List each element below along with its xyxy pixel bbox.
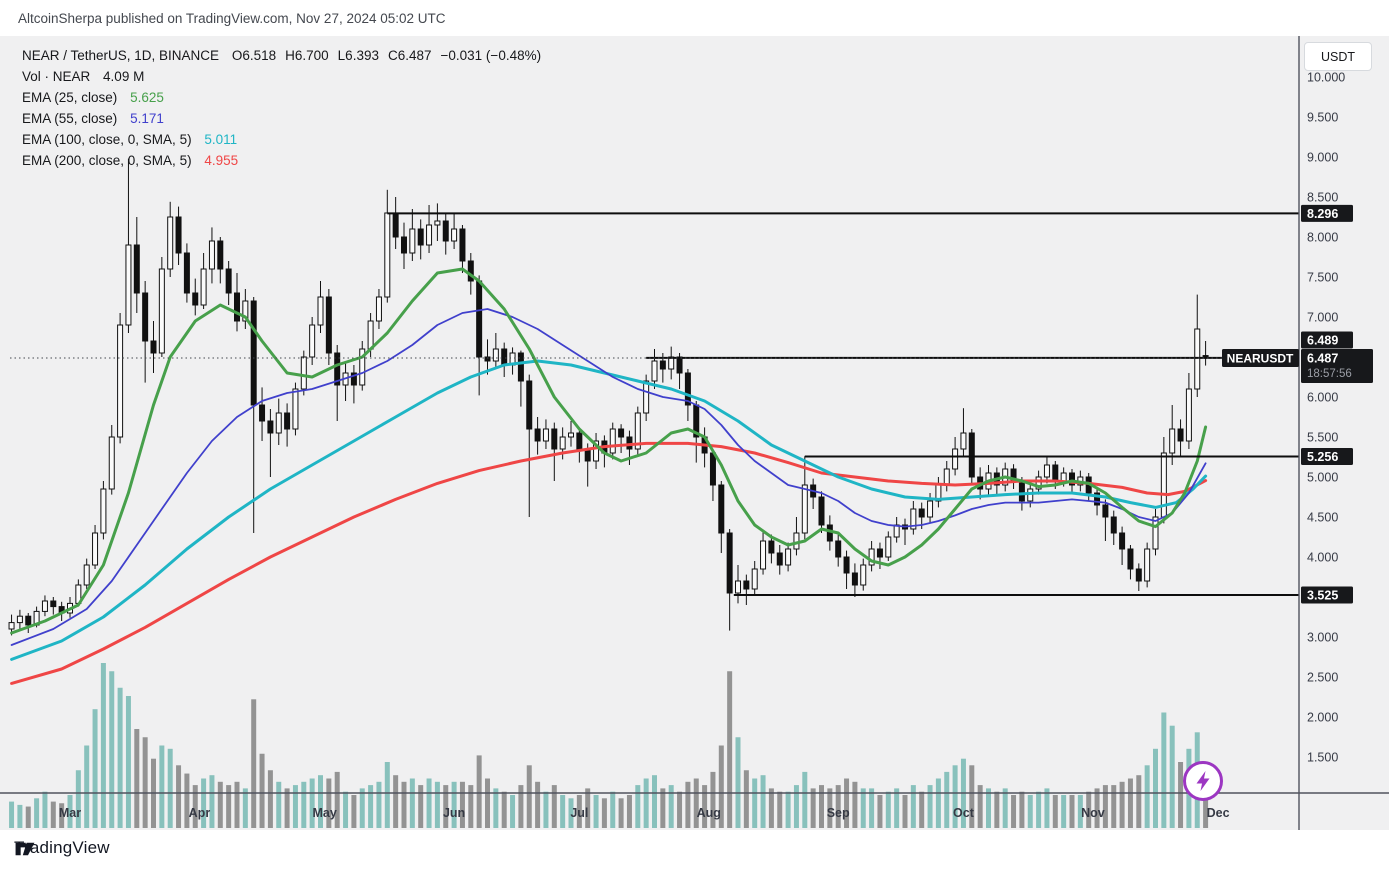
lightning-bolt-icon (1196, 771, 1210, 791)
svg-text:Dec: Dec (1207, 806, 1230, 820)
svg-text:Nov: Nov (1081, 806, 1105, 820)
volume-value: 4.09 M (103, 69, 145, 84)
footer-bar: TradingView (0, 830, 1389, 875)
svg-text:5.000: 5.000 (1307, 471, 1338, 485)
low-value: L6.393 (337, 48, 379, 63)
price-chart-canvas[interactable]: 10.000 9.500 9.000 8.500 8.000 7.500 7.000 6.00… (0, 36, 1389, 830)
svg-text:6.487: 6.487 (1307, 352, 1338, 366)
svg-text:10.000: 10.000 (1307, 71, 1345, 85)
currency-toggle-button[interactable]: USDT (1304, 42, 1372, 71)
svg-text:6.000: 6.000 (1307, 391, 1338, 405)
svg-text:Oct: Oct (953, 806, 975, 820)
svg-text:7.000: 7.000 (1307, 311, 1338, 325)
svg-text:2.500: 2.500 (1307, 671, 1338, 685)
svg-text:6.489: 6.489 (1307, 334, 1338, 348)
tradingview-logo-text: TradingView (14, 838, 110, 857)
svg-text:4.000: 4.000 (1307, 551, 1338, 565)
chart-legend: NEAR / TetherUS, 1D, BINANCE O6.518 H6.70… (22, 45, 550, 171)
tradingview-logo[interactable]: TradingView (14, 838, 110, 858)
svg-text:7.500: 7.500 (1307, 271, 1338, 285)
ema55-label: EMA (55, close) (22, 111, 118, 126)
svg-text:8.000: 8.000 (1307, 231, 1338, 245)
svg-text:4.500: 4.500 (1307, 511, 1338, 525)
tradingview-logo-icon (15, 842, 35, 856)
ema200-row[interactable]: EMA (200, close, 0, SMA, 5) 4.955 (22, 150, 550, 171)
ohlc-values: O6.518 H6.700 L6.393 C6.487 −0.031 (−0.48%) (232, 48, 550, 63)
ema100-value: 5.011 (204, 132, 238, 147)
change-value: −0.031 (−0.48%) (440, 48, 542, 63)
svg-text:Aug: Aug (697, 806, 721, 820)
svg-text:1.500: 1.500 (1307, 751, 1338, 765)
price-axis-labels[interactable]: 10.000 9.500 9.000 8.500 8.000 7.500 7.000 6.00… (1307, 71, 1345, 765)
volume-row[interactable]: Vol · NEAR 4.09 M (22, 66, 550, 87)
ema-line-ema-25[interactable] (10, 267, 1208, 635)
open-value: O6.518 (231, 48, 277, 63)
nearusdt-label[interactable]: NEARUSDT (1222, 349, 1299, 368)
svg-text:8.500: 8.500 (1307, 191, 1338, 205)
svg-text:May: May (313, 806, 337, 820)
svg-text:18:57:56: 18:57:56 (1307, 368, 1352, 380)
candlestick-series[interactable] (8, 158, 1209, 636)
ema25-row[interactable]: EMA (25, close) 5.625 (22, 87, 550, 108)
ema55-row[interactable]: EMA (55, close) 5.171 (22, 108, 550, 129)
svg-text:9.000: 9.000 (1307, 151, 1338, 165)
svg-text:Apr: Apr (189, 806, 211, 820)
svg-text:Sep: Sep (827, 806, 850, 820)
svg-text:5.500: 5.500 (1307, 431, 1338, 445)
ema200-label: EMA (200, close, 0, SMA, 5) (22, 153, 192, 168)
attribution-text: AltcoinSherpa published on TradingView.c… (18, 11, 446, 26)
chart-area[interactable]: 10.000 9.500 9.000 8.500 8.000 7.500 7.000 6.00… (0, 36, 1389, 830)
symbol-title[interactable]: NEAR / TetherUS, 1D, BINANCE (22, 48, 220, 63)
svg-text:8.296: 8.296 (1307, 207, 1338, 221)
svg-text:Jul: Jul (570, 806, 588, 820)
time-axis-labels[interactable]: Mar Apr May Jun Jul Aug Sep Oct Nov Dec (59, 806, 1230, 820)
ema200-value: 4.955 (204, 153, 239, 168)
svg-text:9.500: 9.500 (1307, 111, 1338, 125)
svg-text:Mar: Mar (59, 806, 81, 820)
ema100-row[interactable]: EMA (100, close, 0, SMA, 5) 5.011 (22, 129, 550, 150)
ideas-stream-button[interactable] (1181, 759, 1225, 803)
ema-line-ema-100-sma-5[interactable] (10, 359, 1208, 661)
volume-label: Vol · NEAR (22, 69, 91, 84)
close-value: C6.487 (387, 48, 432, 63)
svg-text:Jun: Jun (443, 806, 465, 820)
ema25-value: 5.625 (130, 90, 164, 105)
symbol-row[interactable]: NEAR / TetherUS, 1D, BINANCE O6.518 H6.70… (22, 45, 550, 66)
svg-text:5.256: 5.256 (1307, 450, 1338, 464)
ema-line-ema-55[interactable] (10, 308, 1207, 646)
attribution-bar: AltcoinSherpa published on TradingView.c… (0, 0, 1389, 36)
high-value: H6.700 (285, 48, 329, 63)
ema-lines (10, 267, 1208, 685)
svg-text:3.000: 3.000 (1307, 631, 1338, 645)
ema25-label: EMA (25, close) (22, 90, 118, 105)
ema55-value: 5.171 (130, 111, 164, 126)
svg-text:2.000: 2.000 (1307, 711, 1338, 725)
svg-text:NEARUSDT: NEARUSDT (1227, 352, 1294, 366)
svg-text:3.525: 3.525 (1307, 589, 1338, 603)
ema100-label: EMA (100, close, 0, SMA, 5) (22, 132, 192, 147)
price-badges: 8.296 5.256 3.525 6.489 6.487 18:57:56 (1301, 204, 1373, 604)
